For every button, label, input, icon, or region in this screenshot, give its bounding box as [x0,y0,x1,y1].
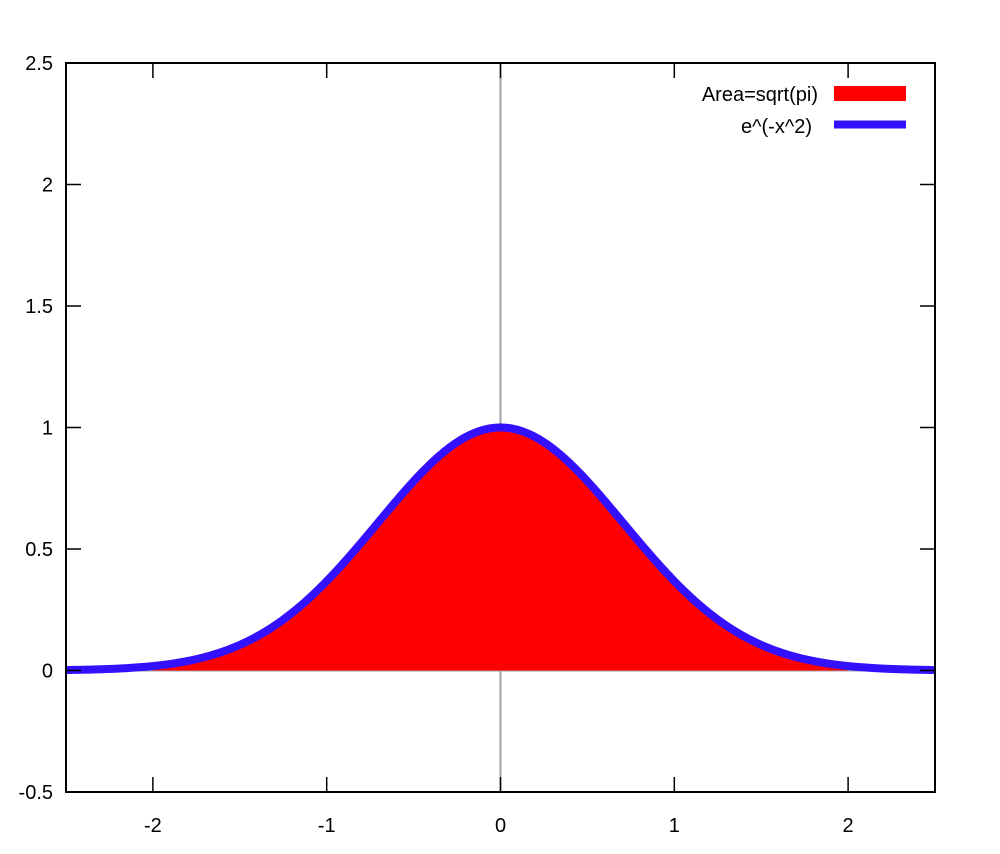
axes: -2 -1 0 1 2 -0.5 0 0.5 1 1.5 2 2.5 [19,53,936,837]
gaussian-curve [63,423,938,675]
area-fill [152,427,849,671]
y-tick-label: 1 [42,418,53,440]
legend-label-curve: e^(-x^2) [741,116,812,138]
y-tick-label: 2.5 [25,53,53,75]
y-tick-label: -0.5 [19,782,53,804]
x-tick-label: -2 [144,815,162,837]
y-tick-label: 0.5 [25,539,53,561]
legend-swatch-area [834,86,906,101]
x-tick-label: 1 [669,815,680,837]
x-tick-label: -1 [318,815,336,837]
legend-label-area: Area=sqrt(pi) [702,84,818,106]
x-tick-label: 2 [843,815,854,837]
plot-area [63,63,938,792]
y-tick-label: 1.5 [25,296,53,318]
legend: Area=sqrt(pi) e^(-x^2) [702,84,906,138]
y-tick-label: 0 [42,661,53,683]
x-tick-label: 0 [495,815,506,837]
y-tick-label: 2 [42,175,53,197]
